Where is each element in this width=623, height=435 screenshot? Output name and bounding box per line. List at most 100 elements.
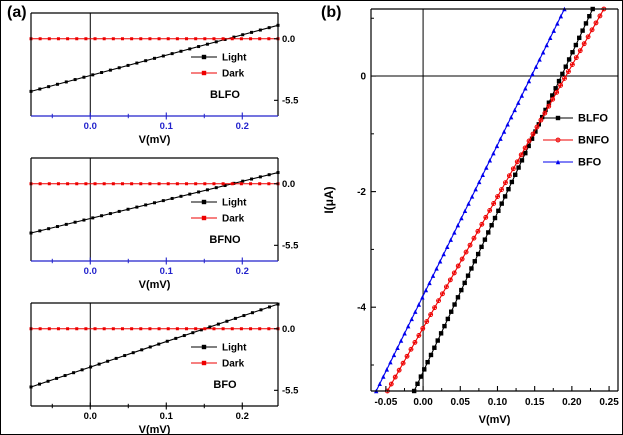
series-marker-bfo (516, 100, 521, 105)
y-tick-label: -4 (357, 303, 366, 314)
series-marker-bfo (512, 107, 517, 113)
series-marker-dark (38, 37, 42, 41)
series-marker-light (179, 49, 183, 53)
series-marker-blfo (475, 251, 481, 257)
legend-label-light: Light (222, 343, 247, 354)
series-marker-dark (56, 327, 60, 331)
series-marker-blfo (516, 165, 521, 170)
series-marker-light (174, 336, 178, 340)
series-marker-blfo (556, 78, 562, 84)
series-marker-light (91, 216, 95, 220)
legend-label-bfo: BFO (578, 157, 602, 169)
series-marker-dark (111, 37, 115, 41)
x-axis-title: V(mV) (139, 279, 171, 291)
series-marker-dark (84, 327, 88, 331)
x-tick-label: 0.1 (160, 121, 174, 132)
series-marker-bfo (402, 331, 407, 336)
series-marker-bfo (405, 323, 411, 329)
series-marker-dark (166, 37, 170, 41)
series-marker-dark (175, 327, 179, 331)
series-marker-dark (249, 37, 253, 41)
chart-a-bfo: 0.0 0.1 0.2 0.0 -5.5 V(mV) Light Dark BFO (29, 302, 299, 434)
series-marker-bfo (437, 259, 443, 264)
series-marker-bfo (494, 143, 500, 149)
series-marker-dark (93, 327, 97, 331)
series-marker-dark (148, 327, 152, 331)
series-marker-light (140, 348, 144, 352)
legend-marker-light (201, 344, 207, 350)
series-marker-bfo (544, 42, 549, 48)
series-marker-dark (66, 327, 70, 331)
series-marker-dark (47, 182, 51, 186)
series-marker-dark (157, 37, 161, 41)
series-marker-bfo (452, 230, 457, 235)
series-marker-blfo (533, 129, 538, 134)
series-marker-blfo (462, 280, 467, 286)
y-tick-label: 0.0 (282, 324, 295, 335)
series-marker-blfo (469, 266, 474, 271)
series-marker-light (188, 192, 192, 196)
series-marker-blfo (438, 331, 444, 336)
series-marker-dark (194, 327, 198, 331)
series-marker-dark (75, 37, 79, 41)
series-marker-light (47, 227, 51, 231)
series-marker-bfo (384, 367, 390, 372)
series-marker-light (161, 199, 165, 203)
series-marker-blfo (459, 287, 464, 293)
series-marker-bfo (558, 14, 564, 19)
series-marker-dark (185, 37, 189, 41)
series-marker-light (267, 26, 271, 30)
y-axis-title: I(μA) (322, 186, 336, 213)
series-marker-bfo (548, 35, 553, 41)
series-marker-blfo (496, 208, 501, 214)
series-marker-light (100, 214, 104, 218)
series-marker-bfo (398, 338, 404, 343)
series-marker-light (46, 379, 50, 383)
series-marker-blfo (553, 86, 558, 91)
series-marker-dark (120, 327, 124, 331)
series-marker-blfo (563, 64, 568, 69)
series-marker-light (214, 40, 218, 44)
series-marker-light (144, 59, 148, 63)
series-marker-dark (75, 327, 79, 331)
series-marker-light (55, 82, 59, 86)
series-marker-dark (221, 327, 225, 331)
series-marker-dark (175, 37, 179, 41)
y-tick-label: -2 (357, 187, 366, 198)
series-marker-blfo (422, 367, 427, 372)
x-tick-label: 0.05 (451, 397, 471, 408)
series-marker-dark (230, 182, 234, 186)
series-marker-blfo (428, 352, 434, 358)
series-marker-light (100, 70, 104, 74)
series-marker-dark (130, 182, 134, 186)
series-marker-dark (130, 327, 134, 331)
series-marker-dark (221, 37, 225, 41)
series-marker-light (191, 331, 195, 335)
x-tick-label: 0.20 (562, 397, 582, 408)
series-marker-light (114, 356, 118, 360)
series-marker-dark (120, 182, 124, 186)
x-tick-label: 0.00 (413, 397, 433, 408)
series-marker-light (117, 66, 121, 70)
series-marker-bfo (537, 57, 542, 62)
series-marker-blfo (418, 374, 424, 379)
legend-marker-light (201, 54, 207, 60)
series-marker-dark (194, 37, 198, 41)
series-marker-dark (130, 37, 134, 41)
series-marker-light (106, 359, 110, 363)
series-marker-blfo (570, 50, 575, 55)
series-marker-blfo (479, 244, 484, 250)
x-tick-label: 0.0 (84, 266, 97, 277)
series-marker-dark (166, 182, 170, 186)
legend-label-light: Light (222, 53, 247, 64)
y-tick-label: -5.5 (282, 241, 299, 252)
series-marker-bfo (430, 273, 436, 278)
series-marker-light (241, 179, 245, 183)
series-marker-blfo (523, 150, 528, 156)
series-marker-dark (249, 327, 253, 331)
sample-label-bfo: BFO (213, 379, 237, 391)
series-marker-light (89, 365, 93, 369)
series-marker-light (214, 186, 218, 190)
series-marker-light (205, 188, 209, 192)
